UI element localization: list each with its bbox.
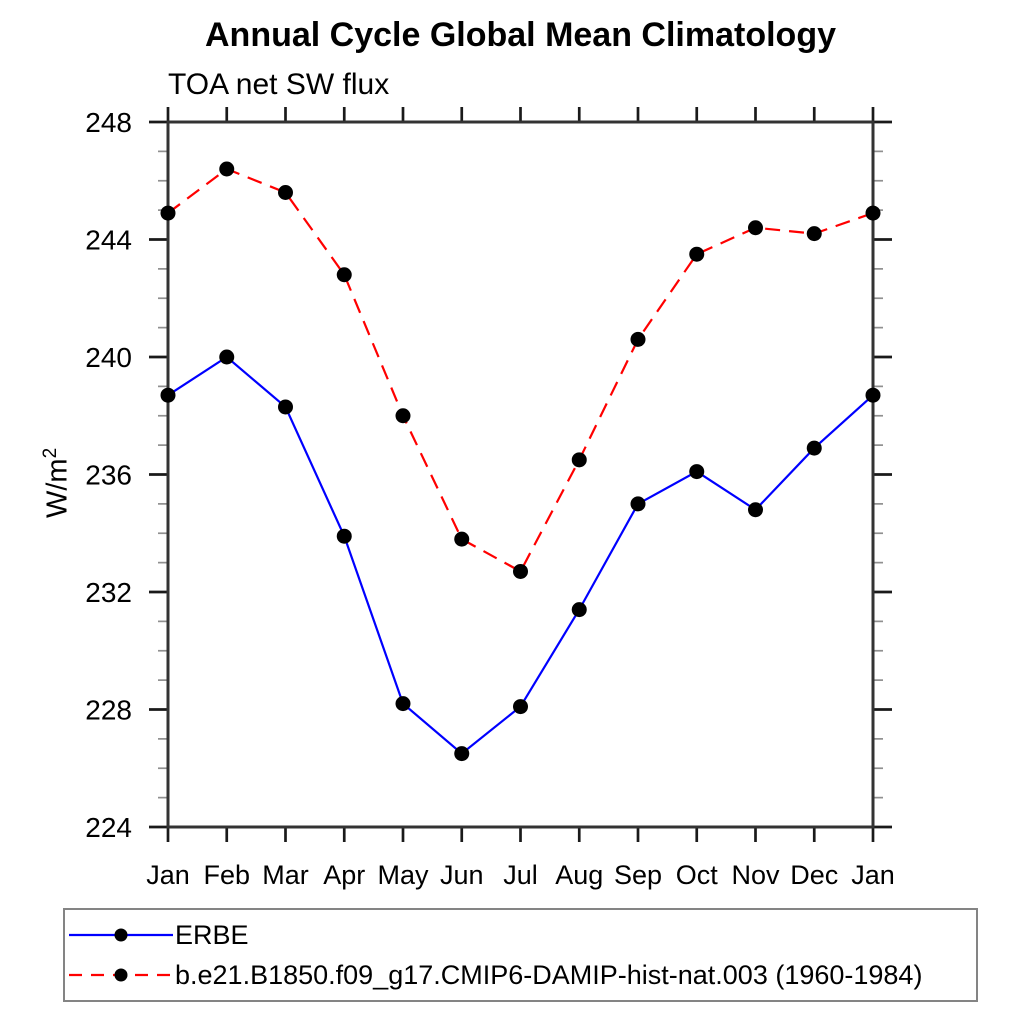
y-tick-label: 248 [85,107,132,138]
y-tick-label: 244 [85,225,132,256]
y-tick-label: 232 [85,577,132,608]
legend-sample-marker [114,928,128,942]
x-tick-label: Jan [146,860,190,890]
data-point-marker [689,464,705,480]
x-tick-label: Jan [851,860,895,890]
y-tick-label: 228 [85,695,132,726]
legend-label-model: b.e21.B1850.f09_g17.CMIP6-DAMIP-hist-nat… [175,959,923,990]
data-point-marker [571,602,587,618]
legend-sample-marker [114,968,128,982]
data-point-marker [454,746,470,762]
x-tick-label: Apr [323,860,365,890]
data-point-marker [630,331,646,347]
legend-sample-erbe-line-icon [69,928,173,942]
data-point-marker [571,452,587,468]
x-tick-label: Mar [262,860,309,890]
data-point-marker [219,349,235,365]
data-point-marker [278,185,293,200]
x-tick-label: Feb [203,860,250,890]
data-point-marker [806,226,822,242]
y-tick-label: 224 [85,812,132,843]
y-tick-label: 236 [85,460,132,491]
data-point-marker [160,387,176,403]
data-point-marker [336,528,352,544]
series-line-erbe [167,355,874,755]
data-point-marker [336,267,352,283]
data-point-marker [395,696,411,712]
data-point-marker [630,496,646,512]
legend-item-erbe: ERBE [69,921,976,949]
data-point-marker [513,699,528,715]
data-point-marker [395,408,411,424]
y-tick-label: 240 [85,342,132,373]
data-point-marker [689,246,705,262]
data-point-marker [865,387,881,403]
legend-item-model: b.e21.B1850.f09_g17.CMIP6-DAMIP-hist-nat… [69,961,976,989]
data-point-marker [278,399,293,415]
legend-label-erbe: ERBE [175,920,249,951]
data-point-marker [454,531,470,547]
data-point-marker [219,161,235,177]
x-tick-label: Sep [614,860,662,890]
x-tick-label: Aug [555,860,603,890]
legend-sample-model-line-icon [69,968,173,982]
data-point-marker [806,440,822,456]
x-tick-label: Dec [790,860,838,890]
chart-subtitle: TOA net SW flux [168,68,390,101]
data-point-marker [748,220,763,236]
data-point-marker [748,502,763,518]
x-tick-label: Jun [440,860,484,890]
chart-title: Annual Cycle Global Mean Climatology [205,16,836,54]
data-point-marker [865,205,881,221]
series-line-model [167,167,874,573]
data-point-marker [160,205,176,221]
x-tick-label: Jul [503,860,538,890]
plot-frame [166,120,875,829]
x-tick-label: Oct [676,860,719,890]
legend: ERBE b.e21.B1850.f09_g17.CMIP6-DAMIP-his… [63,908,978,1002]
x-tick-label: Nov [731,860,780,890]
data-point-marker [513,563,528,579]
x-tick-label: May [377,860,429,890]
